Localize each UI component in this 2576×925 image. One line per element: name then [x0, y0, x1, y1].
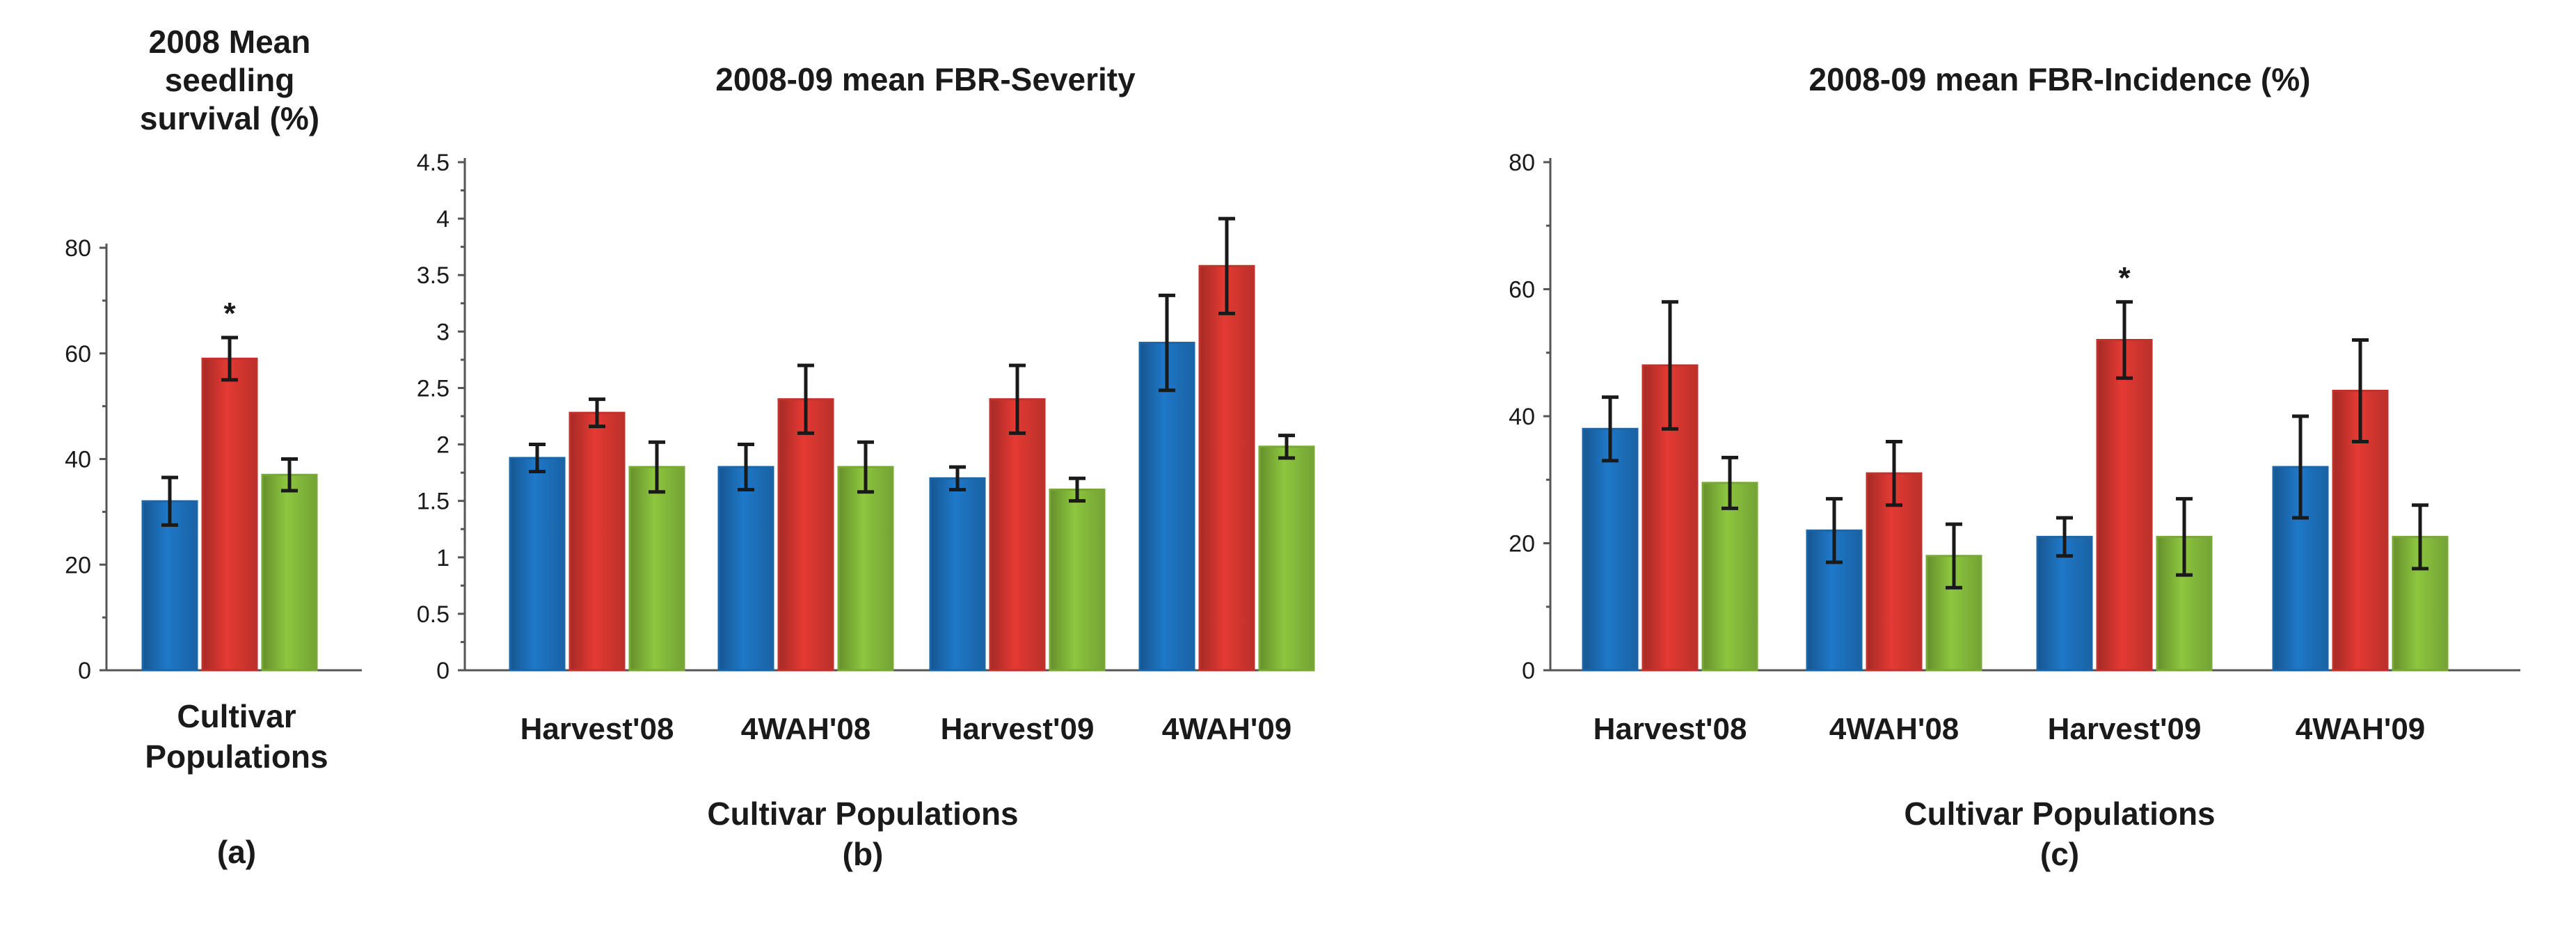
error-bar-c-1-2: [1946, 522, 1962, 590]
chart-title-c: 2008-09 mean FBR-Incidence (%): [1809, 61, 2311, 97]
y-tick-label: 4.5: [417, 150, 450, 176]
bar-b-3-0: [1138, 342, 1195, 672]
bar-a-0-1: [201, 357, 258, 672]
error-bar-b-0-1: [589, 397, 605, 429]
x-axis-label-a: Populations: [145, 738, 328, 775]
y-tick-label: 80: [1509, 150, 1535, 176]
bar-c-0-0: [1582, 427, 1639, 672]
x-tick-label: Harvest'09: [941, 712, 1095, 746]
bar-c-2-0: [2036, 535, 2093, 672]
bar-b-3-1: [1198, 264, 1255, 672]
y-tick-label: 1: [436, 545, 450, 571]
y-tick-label: 0: [78, 658, 91, 684]
bar-b-1-0: [717, 466, 774, 672]
y-tick-label: 40: [65, 447, 91, 473]
y-tick-label: 1.5: [417, 489, 450, 515]
bar-b-2-1: [989, 398, 1046, 672]
x-axis-label-a: Cultivar: [177, 698, 296, 734]
error-bar-a-0-2: [281, 457, 298, 493]
error-bar-c-3-0: [2292, 414, 2309, 520]
bar-a-0-2: [261, 473, 318, 672]
chart-panel-c: 2008-09 mean FBR-Incidence (%) 0 20 40 60 80 H…: [1509, 61, 2520, 872]
y-tick-label: 40: [1509, 404, 1535, 430]
bar-c-0-2: [1701, 482, 1758, 672]
error-bar-c-3-2: [2412, 503, 2428, 571]
x-tick-label: 4WAH'09: [2296, 712, 2426, 746]
error-bar-b-0-0: [529, 443, 546, 473]
bar-b-0-0: [509, 457, 566, 672]
x-axis-label-b: Cultivar Populations: [707, 796, 1018, 832]
chart-title-a: seedling: [165, 62, 295, 98]
error-bar-b-1-1: [797, 363, 814, 435]
panel-label-c: (c): [2040, 836, 2079, 872]
error-bar-c-1-1: [1886, 440, 1902, 507]
bar-c-1-0: [1806, 529, 1863, 672]
error-bar-b-2-1: [1009, 363, 1026, 435]
x-axis-label-c: Cultivar Populations: [1904, 796, 2215, 832]
y-tick-label: 2: [436, 432, 450, 459]
chart-title-a: survival (%): [140, 100, 319, 136]
x-tick-label: Harvest'09: [2048, 712, 2202, 746]
significance-marker: *: [223, 297, 236, 331]
panel-label-b: (b): [843, 836, 884, 872]
bar-c-2-1: [2096, 339, 2153, 672]
error-bar-c-2-1: [2116, 300, 2133, 380]
bar-b-3-2: [1258, 445, 1315, 672]
x-tick-label: Harvest'08: [520, 712, 674, 746]
y-tick-label: 3.5: [417, 262, 450, 289]
y-tick-label: 60: [65, 341, 91, 367]
y-tick-label: 20: [1509, 531, 1535, 558]
bar-b-1-2: [837, 466, 894, 672]
panel-label-a: (a): [217, 834, 256, 870]
error-bar-b-3-0: [1159, 293, 1175, 393]
error-bar-c-2-2: [2176, 497, 2193, 577]
y-tick-label: 2.5: [417, 375, 450, 402]
y-tick-label: 20: [65, 552, 91, 578]
error-bar-c-0-2: [1722, 455, 1738, 510]
x-tick-label: 4WAH'09: [1162, 712, 1292, 746]
error-bar-b-2-0: [949, 465, 966, 491]
error-bar-b-2-2: [1069, 476, 1086, 503]
error-bar-b-3-2: [1278, 434, 1295, 460]
y-tick-label: 0.5: [417, 601, 450, 628]
chart-title-b: 2008-09 mean FBR-Severity: [715, 61, 1136, 97]
bar-a-0-0: [141, 500, 198, 672]
bar-b-2-0: [929, 477, 986, 672]
bar-b-0-2: [628, 466, 685, 672]
y-tick-label: 4: [436, 206, 450, 232]
y-tick-label: 0: [436, 658, 450, 684]
error-bar-b-1-0: [738, 443, 754, 491]
bar-b-0-1: [569, 411, 626, 672]
chart-title-a: 2008 Mean: [149, 24, 311, 60]
error-bar-b-0-2: [649, 440, 665, 494]
error-bar-c-0-0: [1602, 395, 1619, 463]
x-tick-label: 4WAH'08: [1829, 712, 1959, 746]
significance-marker: *: [2118, 261, 2131, 295]
bar-b-2-2: [1049, 488, 1106, 672]
error-bar-c-0-1: [1662, 300, 1678, 431]
y-tick-label: 0: [1522, 658, 1535, 684]
error-bar-a-0-1: [221, 335, 238, 382]
chart-panel-b: 2008-09 mean FBR-Severity 0 0.5 1 1.5 2 2.5 3 3.…: [417, 61, 1315, 872]
error-bar-c-1-0: [1826, 497, 1843, 564]
error-bar-a-0-0: [161, 475, 178, 527]
error-bar-c-2-0: [2056, 516, 2073, 558]
error-bar-c-3-1: [2352, 338, 2369, 443]
error-bar-b-1-2: [857, 440, 874, 494]
x-tick-label: 4WAH'08: [741, 712, 871, 746]
x-tick-label: Harvest'08: [1593, 712, 1747, 746]
y-tick-label: 3: [436, 319, 450, 345]
y-tick-label: 80: [65, 235, 91, 262]
error-bar-b-3-1: [1218, 216, 1235, 315]
y-tick-label: 60: [1509, 277, 1535, 303]
bar-b-1-1: [777, 398, 834, 672]
